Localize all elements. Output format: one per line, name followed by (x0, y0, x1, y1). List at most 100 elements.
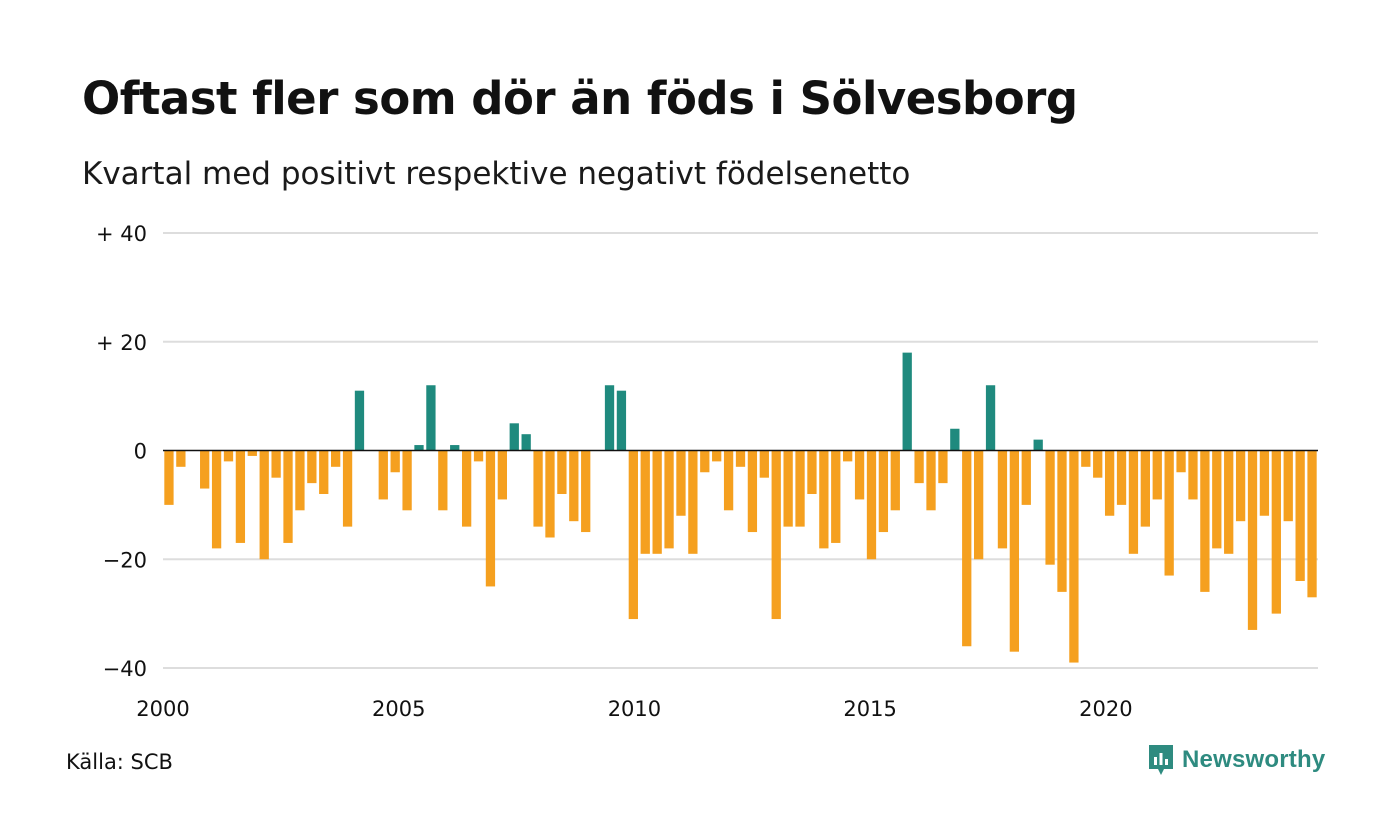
bar-2007-q4 (533, 450, 543, 527)
bar-2000-q4 (200, 450, 210, 489)
bar-2013-q2 (795, 450, 805, 527)
bar-2018-q1 (1021, 450, 1031, 505)
bar-2015-q3 (902, 352, 912, 451)
bar-2010-q1 (640, 450, 650, 554)
bar-2010-q3 (664, 450, 674, 549)
bar-2020-q2 (1128, 450, 1139, 554)
bar-2022-q2 (1224, 450, 1234, 554)
bar-2005-q3 (426, 385, 436, 451)
bar-2022-q4 (1247, 450, 1258, 630)
bar-2014-q4 (866, 450, 877, 560)
bar-2011-q1 (688, 450, 698, 554)
bar-2005-q2 (414, 445, 424, 451)
bar-2002-q1 (259, 450, 269, 560)
bar-2003-q4 (342, 450, 353, 527)
bar-2005-q1 (402, 450, 412, 511)
bar-2016-q1 (926, 450, 936, 511)
bar-2024-q1 (1307, 450, 1317, 598)
bar-2011-q3 (712, 450, 722, 462)
chart-title: Oftast fler som dör än föds i Sölvesborg (82, 72, 1078, 125)
y-tick-label: −40 (103, 657, 147, 681)
bar-2022-q1 (1212, 450, 1222, 549)
bar-2023-q4 (1295, 450, 1305, 581)
bar-2006-q4 (485, 450, 496, 587)
bar-2006-q1 (450, 445, 460, 451)
bar-2018-q3 (1045, 450, 1055, 565)
bar-2017-q1 (974, 450, 984, 560)
bar-2015-q4 (914, 450, 924, 484)
bar-2016-q4 (962, 450, 972, 647)
bar-2015-q1 (878, 450, 889, 533)
bar-2001-q4 (247, 450, 257, 456)
bar-2023-q2 (1271, 450, 1281, 614)
bar-2023-q1 (1259, 450, 1270, 516)
bar-2007-q2 (509, 423, 519, 451)
bar-2001-q3 (235, 450, 246, 543)
bar-2004-q1 (354, 390, 365, 451)
grid-lines (163, 232, 1318, 669)
bar-2007-q1 (497, 450, 507, 500)
bar-2002-q4 (295, 450, 305, 511)
x-tick-label: 2020 (1079, 697, 1132, 721)
bar-2014-q3 (854, 450, 865, 500)
bar-2014-q1 (831, 450, 841, 543)
bar-2003-q2 (319, 450, 329, 494)
bar-2020-q3 (1140, 450, 1150, 527)
x-tick-label: 2010 (608, 697, 661, 721)
bar-2008-q2 (557, 450, 567, 494)
bar-2000-q1 (164, 450, 174, 505)
bar-2014-q2 (843, 450, 853, 462)
bar-2019-q2 (1081, 450, 1091, 467)
bar-2003-q3 (331, 450, 341, 467)
bar-2010-q2 (652, 450, 662, 554)
brand-logo: Newsworthy (1146, 742, 1325, 778)
bar-2009-q3 (616, 390, 627, 451)
bar-2011-q2 (700, 450, 710, 473)
bar-2022-q3 (1235, 450, 1246, 522)
bar-2004-q4 (390, 450, 400, 473)
x-tick-label: 2015 (843, 697, 896, 721)
bar-2017-q4 (1009, 450, 1020, 652)
newsworthy-logo-icon (1149, 745, 1173, 775)
source-note: Källa: SCB (66, 750, 173, 774)
bar-2013-q4 (819, 450, 829, 549)
bar-2004-q3 (378, 450, 388, 500)
bar-2019-q1 (1069, 450, 1079, 663)
bar-2009-q4 (628, 450, 638, 620)
bar-2008-q4 (581, 450, 591, 533)
bar-2013-q1 (783, 450, 793, 527)
bar-2021-q1 (1164, 450, 1174, 576)
bar-2007-q3 (521, 434, 531, 451)
bar-2019-q4 (1104, 450, 1115, 516)
bar-2012-q4 (771, 450, 781, 620)
bar-2013-q3 (807, 450, 817, 494)
bar-2018-q2 (1033, 439, 1043, 451)
bar-2020-q4 (1152, 450, 1162, 500)
bar-2002-q3 (283, 450, 293, 543)
bar-2011-q4 (723, 450, 734, 511)
bar-2002-q2 (271, 450, 281, 478)
bar-2023-q3 (1283, 450, 1293, 522)
y-tick-label: + 20 (96, 331, 147, 355)
y-tick-label: 0 (134, 440, 147, 464)
bar-2018-q4 (1057, 450, 1067, 592)
y-tick-label: + 40 (96, 222, 147, 246)
bar-2008-q3 (569, 450, 579, 522)
chart-subtitle: Kvartal med positivt respektive negativt… (82, 156, 911, 192)
bar-2000-q2 (176, 450, 186, 467)
bar-2021-q2 (1176, 450, 1186, 473)
y-axis-labels: + 40 + 20 0 −20 −40 (96, 222, 147, 681)
x-tick-label: 2005 (372, 697, 425, 721)
bar-2008-q1 (545, 450, 555, 538)
bar-2021-q4 (1200, 450, 1210, 592)
bar-2003-q1 (307, 450, 317, 484)
bar-2012-q3 (759, 450, 769, 478)
x-tick-label: 2000 (136, 697, 189, 721)
bar-2020-q1 (1116, 450, 1127, 505)
bar-2016-q3 (950, 428, 960, 451)
x-axis-labels: 2000 2005 2010 2015 2020 (136, 697, 1132, 721)
bar-2009-q2 (604, 385, 615, 451)
bar-2019-q3 (1093, 450, 1103, 478)
bar-2006-q2 (461, 450, 472, 527)
bar-2010-q4 (676, 450, 686, 516)
